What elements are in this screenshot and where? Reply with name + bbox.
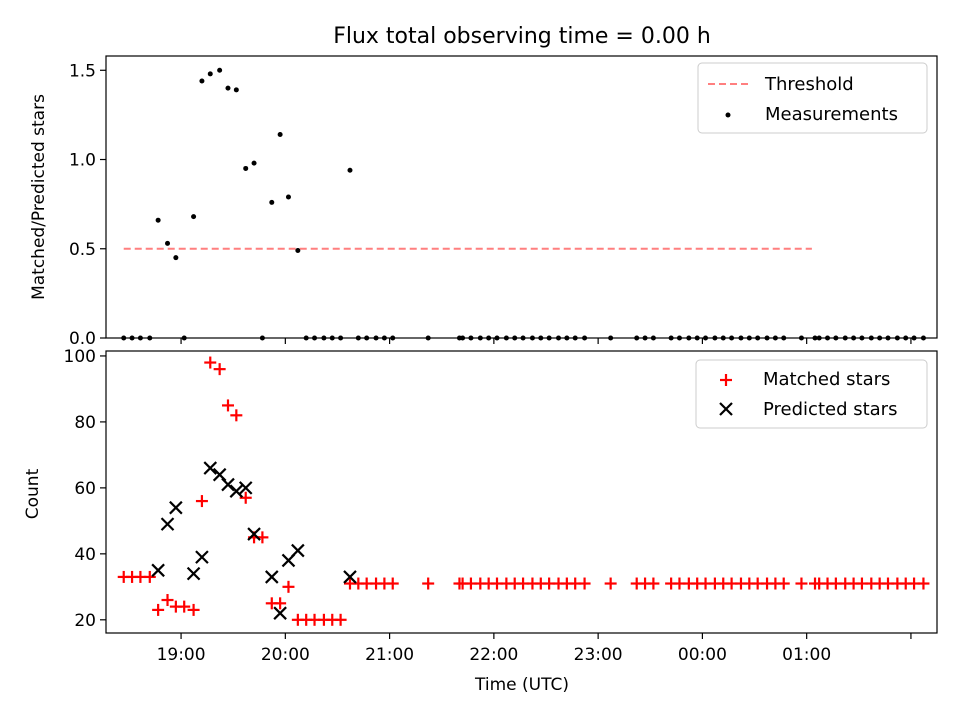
bottom-axes-frame bbox=[105, 350, 938, 634]
bottom-xtick-label: 01:00 bbox=[782, 645, 831, 665]
top-axes: 0.0 0.5 1.0 1.5 bbox=[69, 61, 912, 349]
measurement-point bbox=[217, 67, 223, 73]
top-title: Flux total observing time = 0.00 h bbox=[333, 24, 711, 49]
top-legend-box bbox=[697, 62, 928, 134]
measurement-point bbox=[269, 199, 275, 205]
bottom-ylabel: Count bbox=[23, 468, 43, 519]
legend-measurements-label: Measurements bbox=[765, 104, 898, 125]
matched-star-point bbox=[604, 577, 617, 590]
predicted-star-point bbox=[221, 477, 235, 492]
legend-predicted-label: Predicted stars bbox=[763, 399, 897, 420]
legend-measurements-swatch bbox=[725, 112, 731, 118]
measurement-point bbox=[277, 132, 283, 138]
bottom-ytick-label: 60 bbox=[74, 479, 96, 499]
predicted-star-point bbox=[169, 500, 183, 515]
top-ytick-label: 1.5 bbox=[69, 61, 96, 81]
predicted-star-point bbox=[186, 566, 201, 581]
bottom-ytick-label: 100 bbox=[64, 347, 96, 367]
predicted-star-point bbox=[238, 481, 253, 495]
matched-star-point bbox=[422, 577, 435, 590]
top-ytick-label: 0.5 bbox=[69, 240, 96, 260]
top-ytick-label: 1.0 bbox=[69, 151, 96, 171]
bottom-legend: Matched stars Predicted stars bbox=[695, 359, 928, 429]
measurement-point bbox=[155, 217, 161, 223]
matched-star-point bbox=[917, 577, 930, 590]
measurement-point bbox=[207, 71, 213, 77]
predicted-star-point bbox=[229, 484, 244, 498]
bottom-ytick-label: 80 bbox=[74, 413, 96, 433]
matched-star-point bbox=[161, 594, 174, 607]
predicted-star-point bbox=[203, 461, 218, 475]
matched-star-point bbox=[221, 399, 234, 412]
matched-star-point bbox=[213, 363, 226, 376]
matched-star-point bbox=[187, 603, 200, 616]
matched-star-point bbox=[204, 356, 217, 369]
measurement-point bbox=[233, 87, 239, 93]
top-marks bbox=[121, 67, 926, 341]
top-panel: Flux total observing time = 0.00 h 0.00.… bbox=[29, 24, 938, 349]
predicted-star-point bbox=[151, 563, 165, 578]
predicted-star-point bbox=[195, 550, 209, 564]
bottom-ytick-label: 40 bbox=[74, 545, 96, 565]
bottom-legend-box bbox=[695, 359, 928, 429]
matched-star-point bbox=[230, 409, 243, 422]
top-ylabel: Matched/Predicted stars bbox=[29, 94, 49, 300]
bottom-xlabel: Time (UTC) bbox=[474, 675, 569, 695]
measurement-point bbox=[347, 167, 353, 173]
predicted-star-point bbox=[247, 527, 261, 541]
matched-star-point bbox=[152, 603, 165, 616]
bottom-panel: 20 40 60 80 100 19:00 20:00 21:00 22:00 23:00 00:0… bbox=[23, 347, 938, 695]
legend-matched-swatch bbox=[720, 374, 732, 386]
top-legend: Threshold Measurements bbox=[697, 62, 928, 134]
measurement-point bbox=[295, 248, 301, 254]
predicted-star-point bbox=[273, 606, 287, 620]
predicted-star-point bbox=[160, 517, 175, 531]
predicted-star-point bbox=[291, 543, 305, 558]
matched-star-point bbox=[195, 495, 208, 508]
bottom-xtick-label: 21:00 bbox=[365, 645, 414, 665]
measurement-point bbox=[165, 240, 171, 246]
measurement-point bbox=[191, 214, 197, 220]
measurement-point bbox=[225, 85, 231, 91]
predicted-star-point bbox=[343, 570, 357, 584]
bottom-xtick-label: 00:00 bbox=[678, 645, 727, 665]
bottom-ytick-label: 20 bbox=[74, 611, 96, 631]
matched-star-point bbox=[274, 597, 287, 610]
bottom-xtick-label: 23:00 bbox=[574, 645, 623, 665]
measurement-point bbox=[199, 78, 205, 84]
measurement-point bbox=[173, 255, 179, 261]
measurement-point bbox=[285, 194, 291, 200]
matched-star-point bbox=[578, 577, 591, 590]
bottom-xtick-label: 22:00 bbox=[469, 645, 518, 665]
measurement-point bbox=[251, 160, 257, 166]
matched-star-point bbox=[647, 577, 660, 590]
measurement-point bbox=[243, 165, 249, 171]
bottom-xtick-label: 20:00 bbox=[261, 645, 310, 665]
legend-threshold-label: Threshold bbox=[764, 74, 854, 95]
legend-matched-label: Matched stars bbox=[763, 369, 890, 390]
legend-predicted-swatch bbox=[719, 402, 733, 416]
top-axes-frame bbox=[105, 55, 938, 339]
top-ytick-label: 0.0 bbox=[69, 329, 96, 349]
matched-star-point bbox=[143, 570, 156, 583]
matched-star-point bbox=[178, 600, 191, 613]
predicted-star-point bbox=[265, 570, 279, 584]
bottom-marks bbox=[117, 356, 930, 626]
bottom-xtick-label: 19:00 bbox=[157, 645, 206, 665]
bottom-axes: 20 40 60 80 100 19:00 20:00 21:00 22:00 23:00 00:0… bbox=[64, 347, 912, 665]
matched-star-point bbox=[334, 613, 347, 626]
matched-star-point bbox=[795, 577, 808, 590]
matched-star-point bbox=[777, 577, 790, 590]
matched-star-point bbox=[386, 577, 399, 590]
matched-star-point bbox=[282, 580, 295, 593]
